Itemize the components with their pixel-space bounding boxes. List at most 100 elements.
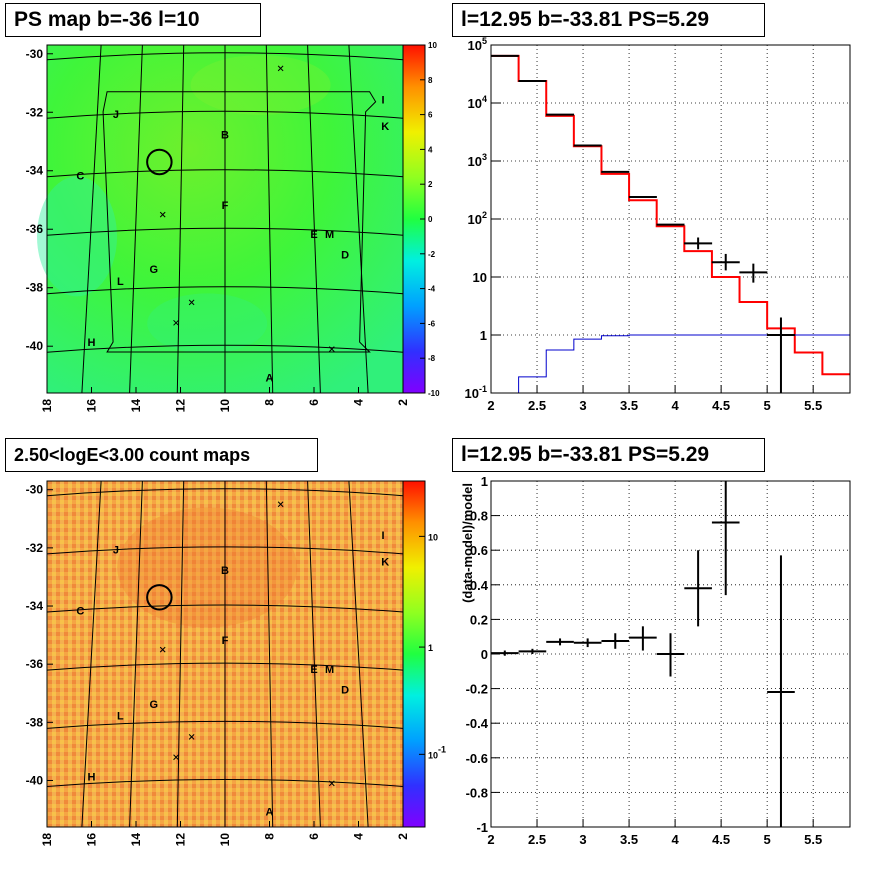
- cross-marker: [328, 780, 335, 787]
- longitude-line: [348, 44, 369, 394]
- colorbar-tick-label: -2: [428, 250, 436, 259]
- source-label: I: [381, 94, 384, 106]
- x-tick-label: 4: [671, 398, 679, 413]
- x-tick-label: 4.5: [712, 398, 730, 413]
- y-tick-label: -0.4: [466, 716, 489, 731]
- heat-patch: [190, 55, 331, 115]
- colorbar-tick-label: 2: [428, 180, 433, 189]
- y-tick-label: -36: [26, 657, 44, 671]
- heat-patch: [147, 293, 268, 354]
- longitude-line: [348, 480, 369, 828]
- cross-marker: [277, 65, 284, 72]
- x-tick-label: 14: [129, 833, 143, 847]
- x-tick-label: 5: [764, 832, 771, 847]
- x-tick-label: 2.5: [528, 398, 546, 413]
- y-tick-label: -0.6: [466, 751, 488, 766]
- source-label: C: [76, 606, 84, 618]
- colorbar-tick-label: 0: [428, 215, 433, 224]
- source-label: A: [266, 372, 274, 384]
- y-tick-label: -1: [476, 820, 488, 835]
- cross-marker: [277, 501, 284, 508]
- source-label: B: [221, 130, 229, 142]
- x-tick-label: 2.5: [528, 832, 546, 847]
- y-tick-label: -40: [26, 339, 44, 353]
- heat-patch: [117, 507, 298, 628]
- y-axis-label: (data-model)/model: [460, 483, 475, 603]
- cross-marker: [328, 346, 335, 352]
- longitude-line: [307, 44, 321, 394]
- x-tick-label: 10: [218, 399, 232, 413]
- source-label: J: [113, 545, 119, 557]
- x-tick-label: 18: [40, 833, 54, 847]
- cross-marker: [159, 646, 166, 653]
- y-tick-label: -0.2: [466, 682, 488, 697]
- y-tick-label: 10-1: [465, 384, 487, 401]
- y-tick-label: 1: [480, 328, 487, 343]
- x-tick-label: 2: [487, 398, 494, 413]
- x-tick-label: 18: [40, 399, 54, 413]
- y-tick-label: 105: [468, 36, 487, 53]
- colorbar: [402, 480, 426, 828]
- x-tick-label: 16: [85, 833, 99, 847]
- spectrum-panel: 2 2.5 3 3.5 4 4.5 5 5.5 10-1 1 10 102 103 104 105: [465, 36, 851, 413]
- y-tick-label: 0: [481, 647, 488, 662]
- model-histogram: [491, 54, 850, 376]
- longitude-line: [265, 480, 274, 828]
- cross-marker: [173, 319, 179, 326]
- source-label: G: [150, 264, 159, 276]
- x-tick-label: 6: [307, 833, 321, 840]
- x-tick-label: 4.5: [712, 832, 730, 847]
- spectrum-title: l=12.95 b=-33.81 PS=5.29: [452, 3, 765, 37]
- colorbar-tick-label: -8: [428, 354, 436, 363]
- source-label: G: [150, 699, 159, 711]
- x-tick-label: 5: [764, 398, 771, 413]
- x-tick-label: 2: [396, 833, 410, 840]
- colorbar-tick-label: 4: [428, 145, 433, 154]
- y-tick-label: -34: [26, 164, 44, 178]
- source-label: D: [341, 249, 349, 261]
- heat-patch: [37, 176, 117, 297]
- x-tick-label: 16: [85, 399, 99, 413]
- colorbar-tick-label: 6: [428, 111, 433, 120]
- x-tick-label: 10: [218, 833, 232, 847]
- x-tick-label: 8: [263, 399, 277, 406]
- longitude-line: [265, 44, 274, 394]
- y-tick-label: -38: [26, 715, 44, 729]
- y-tick-label: -34: [26, 599, 44, 613]
- x-tick-label: 3: [579, 398, 586, 413]
- longitude-line: [176, 44, 185, 394]
- y-tick-label: 0.2: [470, 612, 488, 627]
- source-label: E: [310, 229, 317, 241]
- y-tick-label: 0.6: [470, 543, 488, 558]
- source-label: L: [117, 276, 124, 288]
- longitude-line: [129, 480, 143, 828]
- cross-marker: [188, 734, 195, 740]
- cross-marker: [188, 299, 195, 306]
- y-tick-label: -30: [26, 47, 44, 61]
- colorbar-tick-label: -10: [428, 389, 440, 398]
- colorbar-tick-label: -6: [428, 319, 436, 328]
- source-label: H: [88, 337, 96, 349]
- source-label: K: [381, 121, 389, 133]
- y-tick-label: -38: [26, 281, 44, 295]
- x-tick-label: 6: [307, 399, 321, 406]
- source-label: I: [381, 530, 384, 542]
- y-tick-label: -36: [26, 222, 44, 236]
- count-map-title: 2.50<logE<3.00 count maps: [5, 438, 318, 472]
- y-tick-label: 10: [473, 270, 487, 285]
- ps-map-title: PS map b=-36 l=10: [5, 3, 261, 37]
- source-label: L: [117, 710, 124, 722]
- colorbar-tick-label: -4: [428, 285, 436, 294]
- x-tick-label: 3.5: [620, 398, 638, 413]
- x-tick-label: 12: [174, 833, 188, 847]
- x-tick-label: 14: [129, 399, 143, 413]
- source-circle: [146, 148, 173, 176]
- y-tick-label: 0.8: [470, 509, 488, 524]
- y-tick-label: 1: [481, 474, 488, 489]
- y-tick-label: -32: [26, 105, 44, 119]
- x-tick-label: 3.5: [620, 832, 638, 847]
- colorbar-tick-label: 10: [428, 41, 437, 50]
- x-tick-label: 2: [396, 399, 410, 406]
- source-label: C: [76, 171, 84, 183]
- plot-area: [491, 45, 850, 393]
